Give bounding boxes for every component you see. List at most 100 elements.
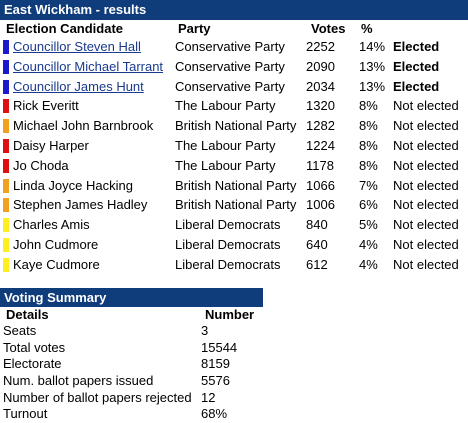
candidate-name-cell[interactable]: Councillor James Hunt xyxy=(13,77,144,97)
summary-value: 5576 xyxy=(201,373,230,389)
candidate-votes: 840 xyxy=(306,217,328,233)
candidate-name: John Cudmore xyxy=(13,236,99,252)
candidate-votes: 1282 xyxy=(306,118,335,134)
candidate-party: The Labour Party xyxy=(175,137,276,153)
summary-label: Seats xyxy=(3,323,37,338)
party-color-swatch xyxy=(3,40,9,54)
candidate-percent: 8% xyxy=(359,157,378,173)
candidate-votes: 1320 xyxy=(306,98,335,114)
candidate-percent: 13% xyxy=(359,78,386,94)
candidate-votes: 1066 xyxy=(306,177,335,193)
candidate-result: Not elected xyxy=(393,236,459,252)
candidate-name: Rick Everitt xyxy=(13,98,79,114)
party-color-swatch xyxy=(3,198,9,213)
table-row: Jo Choda The Labour Party 1178 8% Not electe… xyxy=(0,156,468,176)
summary-row: Num. ballot papers issued 5576 xyxy=(0,373,263,390)
party-color-swatch xyxy=(3,237,9,252)
candidate-party: Conservative Party xyxy=(175,78,285,94)
table-row: Stephen James Hadley British National Par… xyxy=(0,195,468,215)
candidate-name: Linda Joyce Hacking xyxy=(13,177,133,193)
candidate-name: Michael John Barnbrook xyxy=(13,118,154,134)
table-row: John Cudmore Liberal Democrats 640 4% Not el… xyxy=(0,235,468,255)
candidate-percent: 8% xyxy=(359,137,378,153)
candidate-result: Elected xyxy=(393,58,440,74)
summary-label: Total votes xyxy=(3,339,66,355)
results-title-bar: East Wickham - results xyxy=(0,0,468,20)
summary-value: 68% xyxy=(201,406,228,422)
candidate-result: Elected xyxy=(393,39,440,54)
party-color-swatch xyxy=(3,178,9,193)
column-header-candidate: Election Candidate xyxy=(6,21,124,36)
table-row: Councillor Steven Hall Conservative Party… xyxy=(0,37,468,57)
candidate-name-link[interactable]: Councillor Michael Tarrant xyxy=(13,58,164,74)
summary-row: Electorate 8159 xyxy=(0,356,263,373)
column-header-percent: % xyxy=(361,21,373,36)
candidate-votes: 640 xyxy=(306,236,328,252)
candidate-name: Charles Amis xyxy=(13,217,90,233)
party-color-swatch xyxy=(3,99,9,114)
candidate-party: British National Party xyxy=(175,118,297,134)
candidate-percent: 5% xyxy=(359,217,378,233)
candidate-party: Liberal Democrats xyxy=(175,256,281,272)
candidate-result: Elected xyxy=(393,78,440,94)
candidate-name-link[interactable]: Councillor Steven Hall xyxy=(13,39,141,54)
summary-value: 12 xyxy=(201,389,216,405)
column-header-party: Party xyxy=(178,21,211,36)
summary-value: 3 xyxy=(201,323,209,338)
column-header-votes: Votes xyxy=(311,21,346,36)
candidate-votes: 1178 xyxy=(306,157,334,173)
candidate-name: Jo Choda xyxy=(13,157,69,173)
candidate-percent: 13% xyxy=(359,58,386,74)
summary-header-details: Details xyxy=(6,307,49,322)
candidate-percent: 7% xyxy=(359,177,378,193)
candidate-percent: 14% xyxy=(359,39,386,54)
candidate-name: Stephen James Hadley xyxy=(13,197,148,213)
candidate-name: Daisy Harper xyxy=(13,137,89,153)
candidate-name-cell[interactable]: Councillor Michael Tarrant xyxy=(13,57,163,77)
candidate-party: British National Party xyxy=(175,177,297,193)
candidate-result: Not elected xyxy=(393,197,459,213)
table-row: Michael John Barnbrook British National P… xyxy=(0,116,468,136)
candidate-result: Not elected xyxy=(393,217,459,233)
party-color-swatch xyxy=(3,257,9,272)
summary-value: 15544 xyxy=(201,339,238,355)
table-row: Rick Everitt The Labour Party 1320 8% Not el… xyxy=(0,96,468,116)
candidate-name: Kaye Cudmore xyxy=(13,256,100,272)
candidate-percent: 6% xyxy=(359,197,378,213)
summary-label: Number of ballot papers rejected xyxy=(3,389,192,405)
summary-label: Turnout xyxy=(3,406,48,422)
candidate-percent: 8% xyxy=(359,98,378,114)
candidate-percent: 4% xyxy=(359,256,378,272)
table-row: Charles Amis Liberal Democrats 840 5% Not el… xyxy=(0,215,468,235)
candidate-votes: 2034 xyxy=(306,78,335,94)
table-row: Linda Joyce Hacking British National Part… xyxy=(0,176,468,196)
candidate-party: Liberal Democrats xyxy=(175,236,281,252)
table-row: Kaye Cudmore Liberal Democrats 612 4% Not el… xyxy=(0,255,468,275)
party-color-swatch xyxy=(3,138,9,153)
candidate-votes: 2090 xyxy=(306,58,335,74)
candidate-result: Not elected xyxy=(393,177,459,193)
candidate-name-cell[interactable]: Councillor Steven Hall xyxy=(13,37,141,57)
candidate-votes: 612 xyxy=(306,256,328,272)
summary-row: Number of ballot papers rejected 12 xyxy=(0,390,263,407)
candidate-result: Not elected xyxy=(393,118,459,134)
candidate-name-link[interactable]: Councillor James Hunt xyxy=(13,78,144,94)
candidate-party: British National Party xyxy=(175,197,297,213)
candidate-percent: 8% xyxy=(359,118,378,134)
results-table: Councillor Steven Hall Conservative Party… xyxy=(0,37,468,275)
summary-value: 8159 xyxy=(201,356,230,372)
party-color-swatch xyxy=(3,59,9,74)
candidate-result: Not elected xyxy=(393,256,459,272)
candidate-percent: 4% xyxy=(359,236,378,252)
table-row: Councillor James Hunt Conservative Party 2… xyxy=(0,77,468,97)
summary-header-number: Number xyxy=(205,307,255,322)
candidate-result: Not elected xyxy=(393,157,459,173)
table-row: Councillor Michael Tarrant Conservative P… xyxy=(0,57,468,77)
candidate-result: Not elected xyxy=(393,98,459,114)
voting-summary-title: Voting Summary xyxy=(4,290,107,305)
summary-label: Num. ballot papers issued xyxy=(3,373,154,389)
voting-summary-table: Seats 3 Total votes 15544 Electorate 8159 Num.… xyxy=(0,323,263,423)
candidate-party: The Labour Party xyxy=(175,98,276,114)
candidate-party: The Labour Party xyxy=(175,157,276,173)
voting-summary-title-bar: Voting Summary xyxy=(0,288,263,307)
